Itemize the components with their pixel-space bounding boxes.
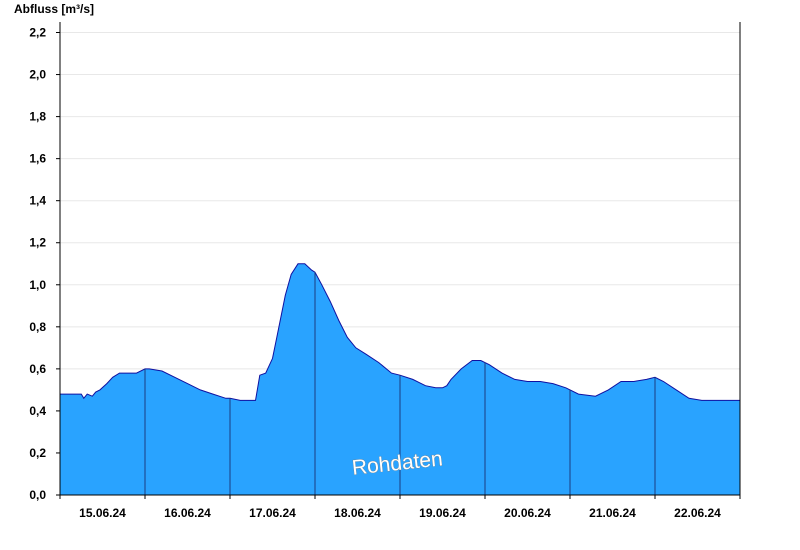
y-tick-label: 1,2	[29, 236, 46, 250]
x-tick-label: 20.06.24	[504, 506, 551, 520]
x-tick-label: 21.06.24	[589, 506, 636, 520]
y-tick-label: 1,8	[29, 110, 46, 124]
y-tick-labels: 0,0 0,2 0,4 0,6 0,8 1,0 1,2 1,4 1,6 1,8 2,0 2,2	[29, 26, 60, 502]
y-tick-label: 0,4	[29, 404, 46, 418]
y-tick-label: 1,0	[29, 278, 46, 292]
y-axis-label: Abfluss [m³/s]	[14, 2, 94, 16]
x-tick-labels: 15.06.24 16.06.24 17.06.24 18.06.24 19.06.24…	[59, 495, 741, 520]
x-tick-label: 16.06.24	[164, 506, 211, 520]
y-tick-label: 2,0	[29, 68, 46, 82]
y-tick-label: 2,2	[29, 26, 46, 40]
y-tick-label: 1,6	[29, 152, 46, 166]
y-tick-label: 0,6	[29, 362, 46, 376]
y-tick-label: 1,4	[29, 194, 46, 208]
y-tick-label: 0,0	[29, 488, 46, 502]
x-tick-label: 19.06.24	[419, 506, 466, 520]
x-tick-label: 18.06.24	[334, 506, 381, 520]
x-tick-label: 17.06.24	[249, 506, 296, 520]
day-separator-lines	[144, 272, 656, 495]
y-tick-label: 0,2	[29, 446, 46, 460]
x-tick-label: 22.06.24	[674, 506, 721, 520]
y-tick-label: 0,8	[29, 320, 46, 334]
x-tick-label: 15.06.24	[79, 506, 126, 520]
